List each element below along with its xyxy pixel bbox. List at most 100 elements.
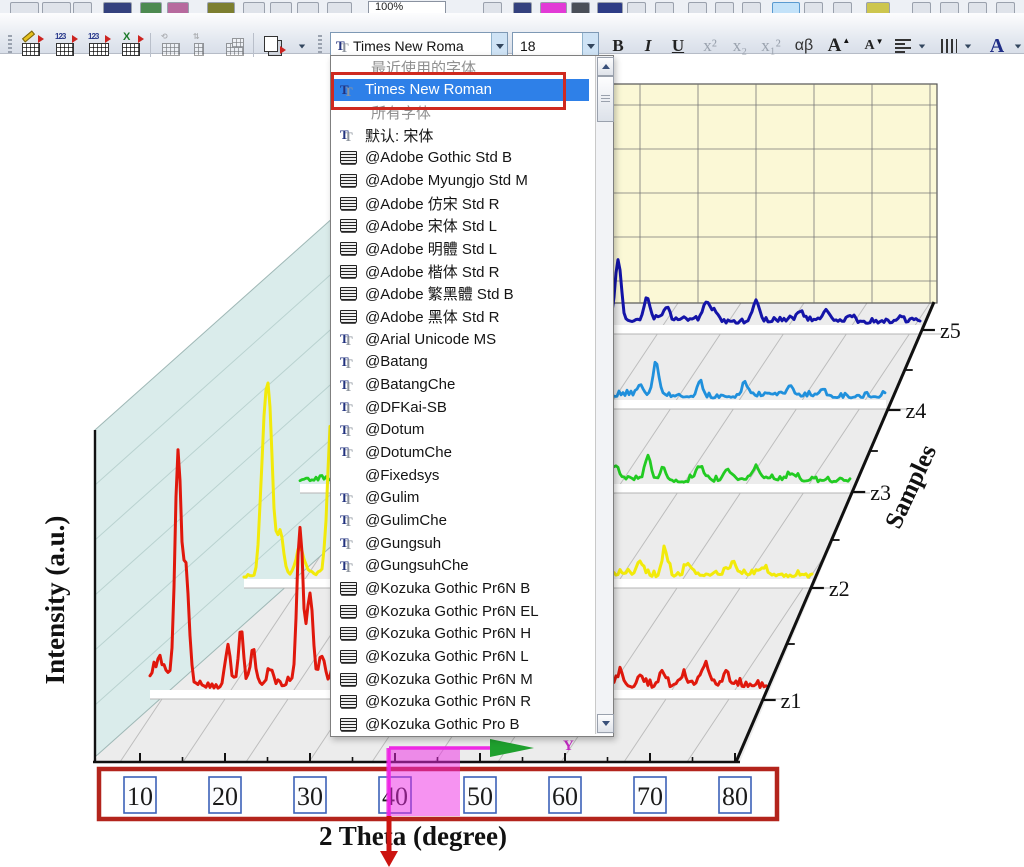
toolbar-icon-cropped[interactable] xyxy=(688,2,707,13)
toolbar-icon-cropped[interactable] xyxy=(73,2,92,13)
toolbar-icon-cropped[interactable] xyxy=(243,2,265,13)
vertical-text-dropdown-arrow[interactable] xyxy=(960,31,975,61)
font-list-item[interactable]: @Kozuka Gothic Pr6N L xyxy=(331,645,589,668)
x-tick-label[interactable]: 20 xyxy=(212,782,238,811)
toolbar-icon-cropped[interactable] xyxy=(513,2,532,13)
toolbar-icon-cropped[interactable] xyxy=(742,2,761,13)
toolbar-icon-cropped[interactable] xyxy=(655,2,674,13)
toolbar-icon-cropped[interactable] xyxy=(804,2,823,13)
toolbar-grip[interactable] xyxy=(8,35,12,53)
dropdown-scrollbar[interactable] xyxy=(595,56,614,734)
toolbar-icon-cropped[interactable] xyxy=(540,2,567,13)
x-tick-label[interactable]: 10 xyxy=(127,782,153,811)
superscript-button[interactable]: x² xyxy=(703,36,717,55)
z-tick-label[interactable]: z2 xyxy=(829,576,850,601)
font-list-item[interactable]: @Kozuka Gothic Pr6N R xyxy=(331,690,589,713)
font-list-item[interactable]: @Adobe 仿宋 Std R xyxy=(331,192,589,215)
scroll-down-button[interactable] xyxy=(597,714,614,733)
italic-button[interactable]: I xyxy=(644,36,652,55)
toolbar-grip[interactable] xyxy=(318,35,322,53)
toolbar-icon-cropped[interactable] xyxy=(207,2,235,13)
scrollbar-thumb[interactable] xyxy=(597,76,614,122)
alignment-dropdown-arrow[interactable] xyxy=(914,31,929,61)
z-tick-label[interactable]: z3 xyxy=(870,480,891,505)
font-list-item[interactable]: @Adobe 明體 Std L xyxy=(331,237,589,260)
font-list-item[interactable]: @Kozuka Gothic Pr6N EL xyxy=(331,600,589,623)
toolbar-icon-cropped[interactable] xyxy=(597,2,623,13)
x-tick-label[interactable]: 80 xyxy=(722,782,748,811)
font-color-button[interactable]: A xyxy=(989,34,1005,57)
vertical-text-button[interactable] xyxy=(936,31,962,61)
toolbar-icon-cropped[interactable] xyxy=(483,2,502,13)
font-list-item[interactable]: @Adobe 宋体 Std L xyxy=(331,215,589,238)
font-size-dropdown-arrow[interactable] xyxy=(582,33,598,59)
toolbar-icon-cropped[interactable] xyxy=(715,2,734,13)
toolbar-icon-cropped[interactable] xyxy=(968,2,987,13)
import-excel-button[interactable]: X xyxy=(118,31,146,61)
increase-font-button[interactable]: A ▲ xyxy=(822,31,856,61)
toolbar-icon-cropped[interactable] xyxy=(270,2,292,13)
toolbar-icon-cropped[interactable] xyxy=(42,2,71,13)
font-list-item[interactable]: @Adobe 黑体 Std R xyxy=(331,305,589,328)
bold-button[interactable]: B xyxy=(612,36,624,55)
scroll-up-button[interactable] xyxy=(597,57,614,76)
supersubscript-button[interactable]: x₁² xyxy=(761,36,781,55)
add-numeric-rows-button[interactable]: 123 xyxy=(85,31,113,61)
refresh-worksheet-button[interactable]: ⟲ xyxy=(158,31,186,61)
greek-symbols-button[interactable]: αβ xyxy=(794,37,814,54)
underline-button[interactable]: U xyxy=(671,36,685,55)
add-numeric-column-button[interactable]: 123 xyxy=(52,31,80,61)
font-name-dropdown-arrow[interactable] xyxy=(491,33,507,59)
duplicate-window-button[interactable] xyxy=(260,31,288,61)
toolbar-icon-cropped[interactable] xyxy=(571,2,590,13)
font-list-item[interactable]: @Kozuka Gothic Pr6N H xyxy=(331,622,589,645)
font-color-dropdown-arrow[interactable] xyxy=(1010,31,1024,61)
sort-columns-button[interactable]: ⇅ xyxy=(190,31,218,61)
decrease-font-button[interactable]: A ▼ xyxy=(858,31,890,61)
toolbar-icon-cropped[interactable] xyxy=(103,2,132,13)
z-tick-label[interactable]: z1 xyxy=(781,688,802,713)
font-list-item[interactable]: @Kozuka Gothic Pro B xyxy=(331,713,589,736)
set-values-button[interactable] xyxy=(18,30,46,61)
toolbar-icon-cropped[interactable] xyxy=(866,2,890,13)
alignment-button[interactable] xyxy=(890,31,916,61)
toolbar-icon-cropped[interactable] xyxy=(167,2,189,13)
font-list-item[interactable]: @Fixedsys xyxy=(331,464,589,487)
toolbar-overflow-button[interactable] xyxy=(294,31,310,61)
toolbar-icon-cropped[interactable] xyxy=(833,2,852,13)
x-axis-title[interactable]: 2 Theta (degree) xyxy=(319,821,507,851)
font-list-item[interactable]: @Kozuka Gothic Pr6N M xyxy=(331,668,589,691)
split-worksheet-button[interactable] xyxy=(222,31,250,61)
font-list-item[interactable]: @Adobe 繁黑體 Std B xyxy=(331,283,589,306)
x-tick-label[interactable]: 60 xyxy=(552,782,578,811)
toolbar-icon-cropped[interactable] xyxy=(327,2,352,13)
z-tick-label[interactable]: z4 xyxy=(906,398,927,423)
zoom-tool-icon-cropped[interactable] xyxy=(772,2,800,13)
x-tick-label[interactable]: 30 xyxy=(297,782,323,811)
font-list-item[interactable]: @Adobe 楷体 Std R xyxy=(331,260,589,283)
toolbar-icon-cropped[interactable] xyxy=(996,2,1015,13)
font-list-item[interactable]: @Kozuka Gothic Pr6N B xyxy=(331,577,589,600)
toolbar-icon-cropped[interactable] xyxy=(297,2,319,13)
font-list-item[interactable]: @Adobe Myungjo Std M xyxy=(331,169,589,192)
font-list-item[interactable]: @Adobe Gothic Std B xyxy=(331,147,589,170)
toolbar-icon-cropped[interactable] xyxy=(10,2,39,13)
x-tick-label[interactable]: 50 xyxy=(467,782,493,811)
toolbar-icon-cropped[interactable] xyxy=(912,2,931,13)
toolbar-icon-cropped[interactable] xyxy=(140,2,162,13)
z-tick-label[interactable]: z5 xyxy=(940,318,961,343)
toolbar-icon-cropped[interactable] xyxy=(940,2,959,13)
toolbar-icon-cropped[interactable] xyxy=(627,2,646,13)
